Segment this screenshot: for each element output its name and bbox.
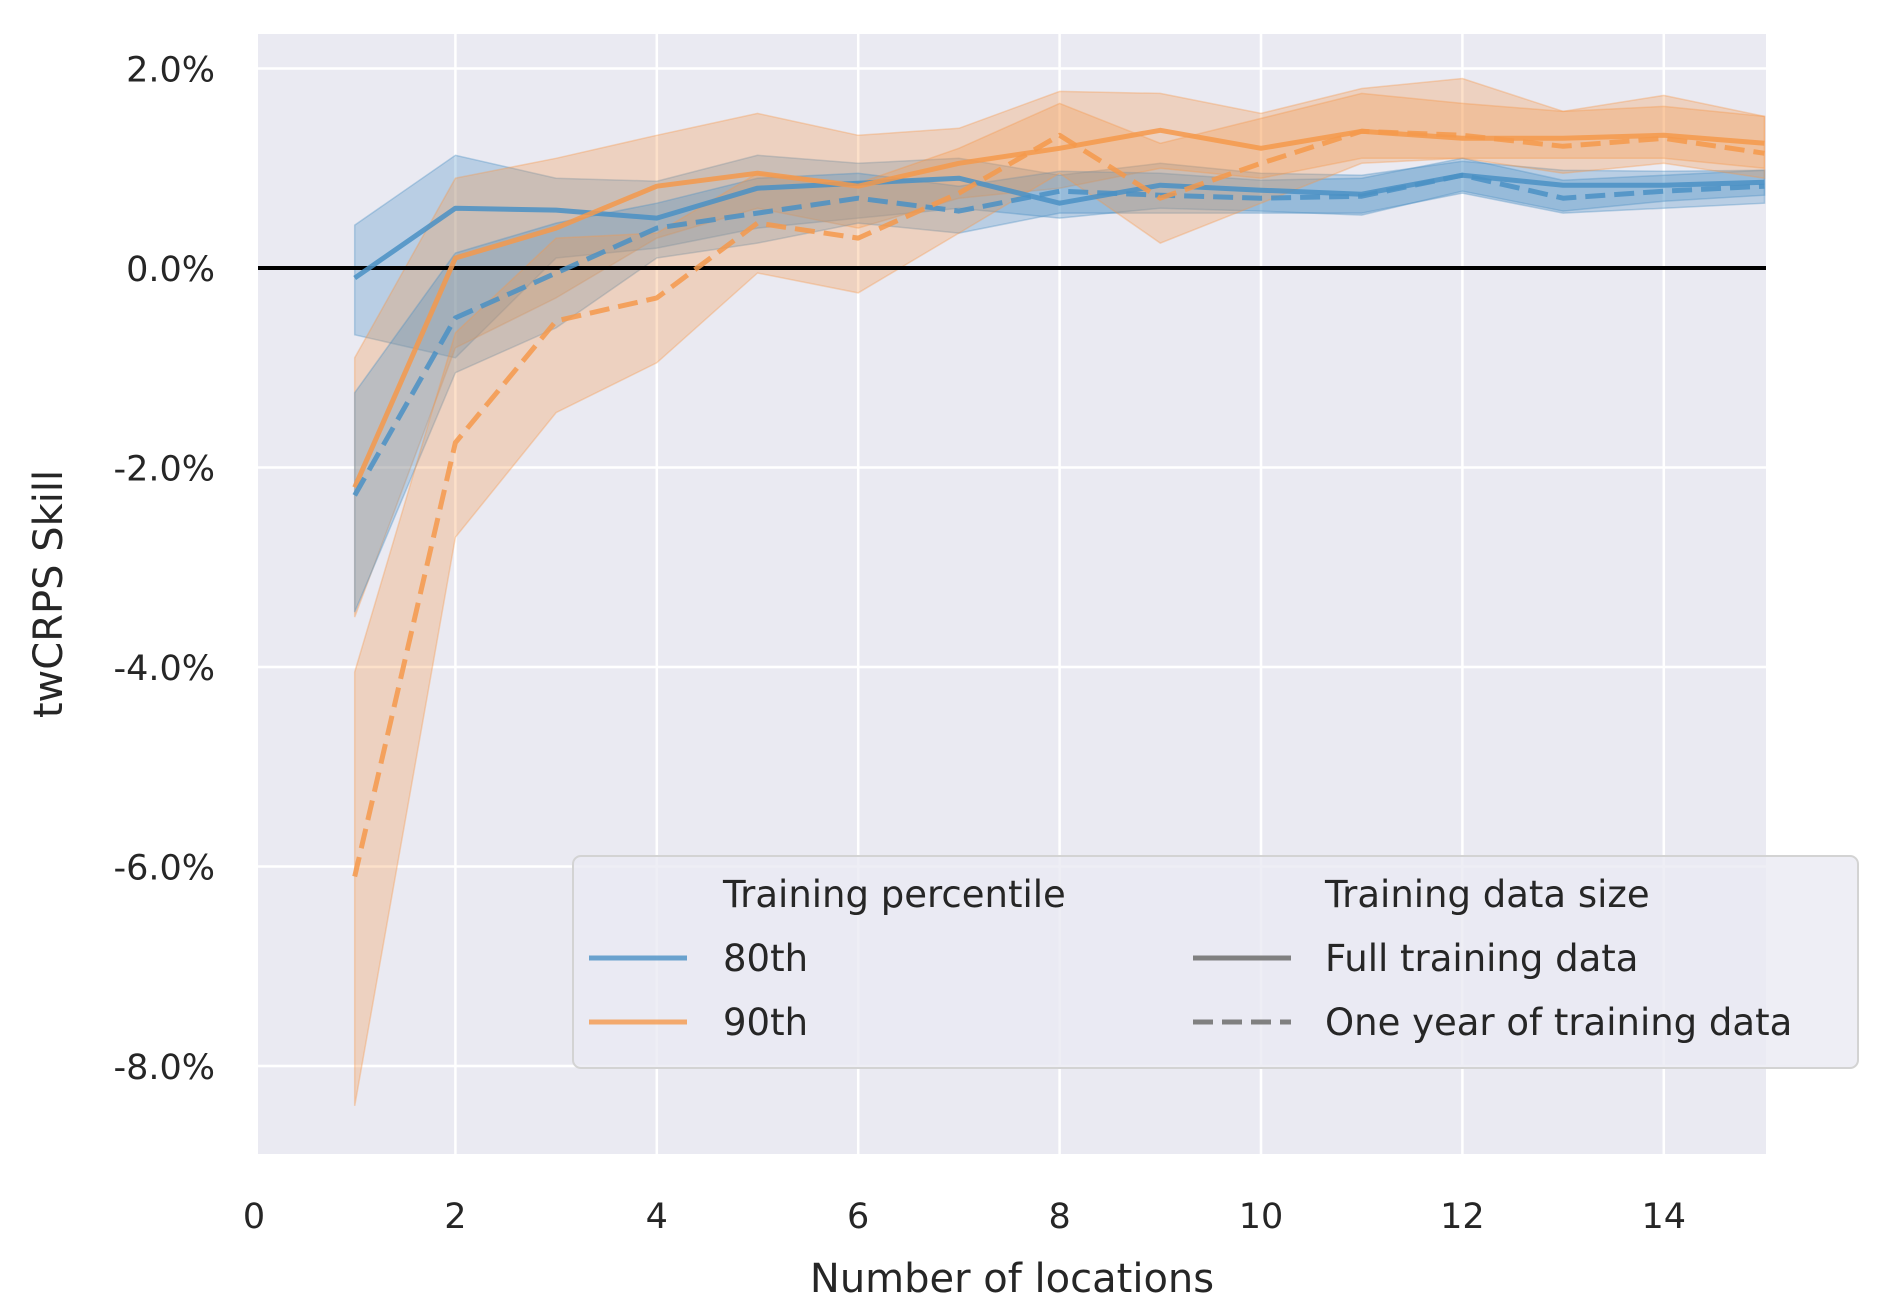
band-80th-full — [353, 154, 1766, 359]
legend-label-one-year: One year of training data — [1325, 1001, 1792, 1044]
x-tick-label: 4 — [646, 1197, 668, 1237]
legend-label-80th: 80th — [723, 937, 808, 980]
tick-labels: 0 2 4 6 8 10 12 14 2.0% 0.0% -2.0% -4.0% -6.0% -8.0% — [113, 51, 1686, 1238]
band-90th-full — [353, 77, 1766, 618]
x-tick-label: 10 — [1239, 1197, 1284, 1237]
x-tick-label: 6 — [847, 1197, 869, 1237]
legend-box — [572, 855, 1859, 1069]
y-tick-label: -8.0% — [113, 1048, 215, 1088]
legend-title-data-size: Training data size — [1324, 873, 1650, 916]
legend: Training percentile 80th 90th Training d… — [572, 855, 1859, 1069]
legend-label-90th: 90th — [723, 1001, 808, 1044]
x-tick-label: 8 — [1048, 1197, 1070, 1237]
y-tick-label: -4.0% — [113, 649, 215, 689]
y-tick-label: -2.0% — [113, 450, 215, 490]
y-axis-label: twCRPS Skill — [26, 470, 72, 718]
legend-label-full: Full training data — [1325, 937, 1638, 980]
x-axis-label: Number of locations — [810, 1256, 1214, 1302]
x-tick-label: 12 — [1440, 1197, 1485, 1237]
x-tick-label: 14 — [1642, 1197, 1687, 1237]
series-line-90th-one-year — [352, 128, 1765, 878]
x-tick-label: 2 — [444, 1197, 466, 1237]
x-tick-label: 0 — [243, 1197, 265, 1237]
series-lines — [352, 127, 1765, 878]
series-line-90th-full — [352, 127, 1765, 489]
y-tick-label: 0.0% — [126, 250, 215, 290]
y-tick-label: 2.0% — [126, 51, 215, 91]
legend-title-percentile: Training percentile — [722, 873, 1066, 916]
band-80th-one-year — [353, 157, 1766, 613]
y-tick-label: -6.0% — [113, 849, 215, 889]
series-line-80th-one-year — [352, 172, 1765, 497]
